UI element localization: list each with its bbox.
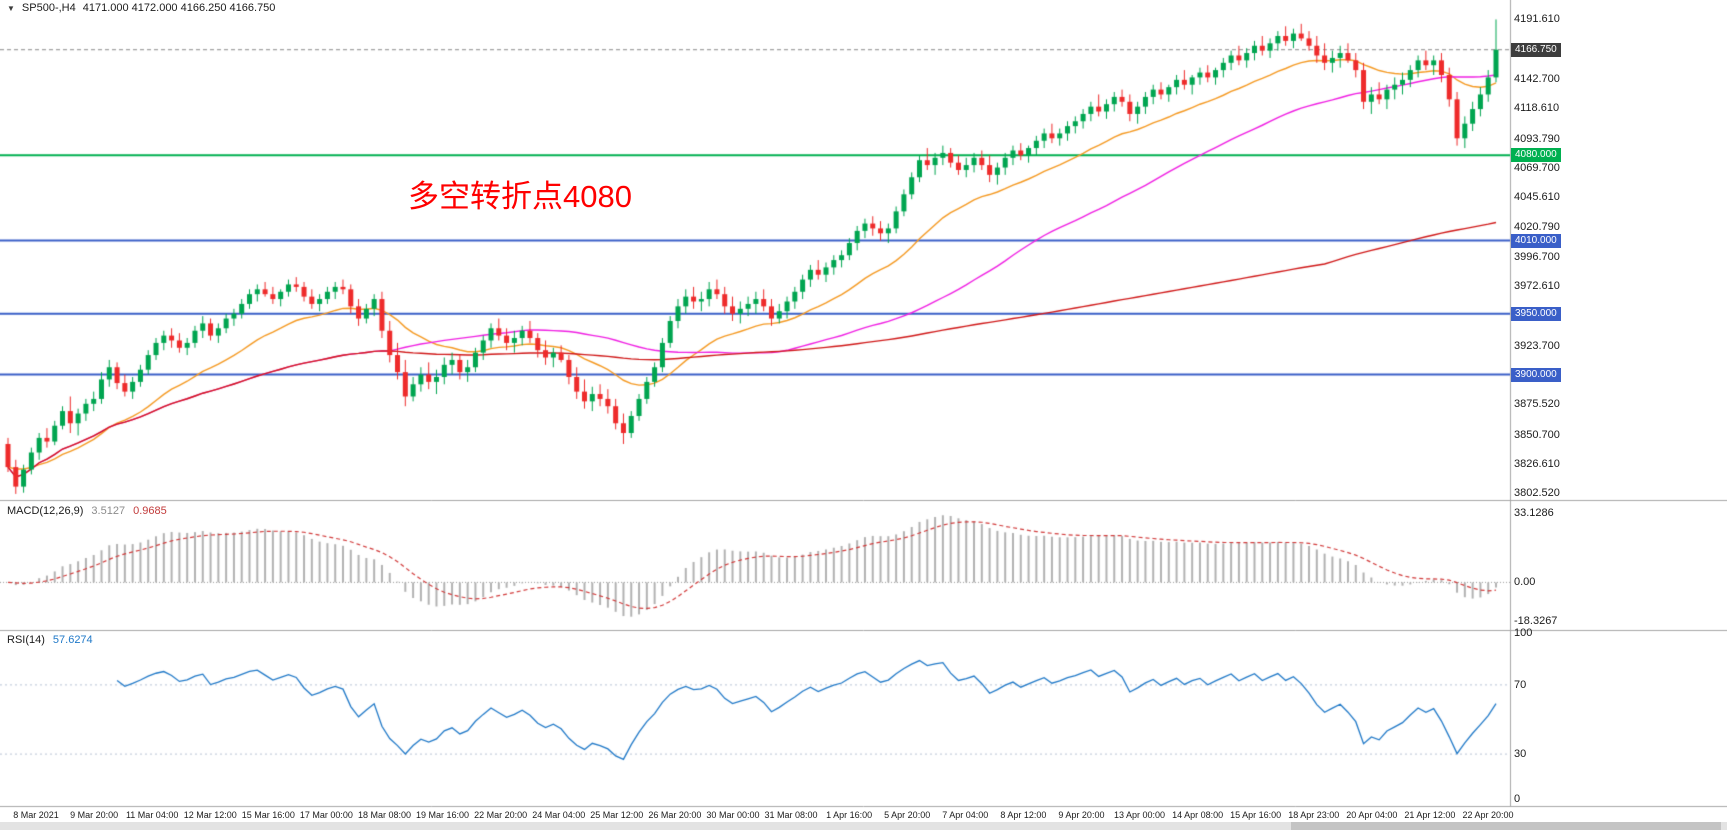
time-axis-label: 8 Mar 2021 [13, 810, 59, 820]
current-price-badge: 4166.750 [1511, 42, 1561, 57]
time-axis-label: 15 Apr 16:00 [1230, 810, 1282, 820]
time-axis-label: 19 Mar 16:00 [416, 810, 470, 820]
ohlc-values: 4171.000 4172.000 4166.250 4166.750 [82, 2, 276, 14]
chart-shift-icon: ▼ [7, 3, 15, 13]
time-axis-label: 26 Mar 20:00 [648, 810, 702, 820]
macd-axis-label: 0.00 [1514, 576, 1536, 589]
time-axis-label: 22 Mar 20:00 [474, 810, 528, 820]
price-tick-label: 4020.790 [1514, 221, 1560, 234]
time-axis-label: 30 Mar 00:00 [706, 810, 760, 820]
price-tick-label: 4045.610 [1514, 191, 1560, 204]
macd-indicator-label: MACD(12,26,9) 3.5127 0.9685 [7, 505, 167, 517]
time-axis-label: 5 Apr 20:00 [884, 810, 931, 820]
price-tick-label: 3850.700 [1514, 428, 1560, 441]
price-tick-label: 3972.610 [1514, 280, 1560, 293]
rsi-axis-label: 30 [1514, 748, 1527, 761]
price-tick-label: 3996.700 [1514, 250, 1560, 263]
symbol-timeframe-label: SP500-,H4 [21, 2, 76, 14]
price-tick-label: 3826.610 [1514, 457, 1560, 470]
macd-value-main: 3.5127 [91, 505, 126, 517]
rsi-indicator-label: RSI(14) 57.6274 [7, 634, 93, 646]
time-axis-label: 18 Mar 08:00 [357, 810, 411, 820]
price-tick-label: 4069.700 [1514, 161, 1560, 174]
price-tick-label: 3802.520 [1514, 487, 1560, 500]
time-axis-label: 1 Apr 16:00 [826, 810, 873, 820]
time-axis-label: 20 Apr 04:00 [1346, 810, 1398, 820]
time-axis-label: 31 Mar 08:00 [764, 810, 818, 820]
hline-price-badge: 4080.000 [1511, 148, 1561, 163]
time-axis-label: 9 Mar 20:00 [70, 810, 119, 820]
hline-price-badge: 3900.000 [1511, 367, 1561, 382]
time-axis-label: 22 Apr 20:00 [1462, 810, 1514, 820]
hline-price-badge: 3950.000 [1511, 306, 1561, 321]
time-axis-label: 9 Apr 20:00 [1058, 810, 1105, 820]
time-axis-label: 25 Mar 12:00 [590, 810, 644, 820]
price-tick-label: 4093.790 [1514, 132, 1560, 145]
hline-price-badge: 4010.000 [1511, 233, 1561, 248]
time-axis-label: 15 Mar 16:00 [241, 810, 295, 820]
price-tick-label: 3875.520 [1514, 398, 1560, 411]
time-axis-label: 13 Apr 00:00 [1113, 810, 1166, 820]
price-tick-label: 4142.700 [1514, 72, 1560, 85]
symbol-info: ▼ SP500-,H4 4171.000 4172.000 4166.250 4… [7, 2, 275, 14]
chart-annotation: 多空转折点4080 [408, 179, 632, 214]
time-axis-label: 12 Mar 12:00 [183, 810, 237, 820]
horizontal-scrollbar[interactable] [0, 822, 1727, 830]
time-axis-label: 7 Apr 04:00 [942, 810, 989, 820]
price-tick-label: 4191.610 [1514, 13, 1560, 26]
time-axis-label: 11 Mar 04:00 [125, 810, 179, 820]
time-axis-label: 17 Mar 00:00 [299, 810, 353, 820]
time-axis-label: 18 Apr 23:00 [1288, 810, 1340, 820]
macd-axis-label: 33.1286 [1514, 506, 1554, 519]
time-axis-label: 8 Apr 12:00 [1000, 810, 1047, 820]
rsi-axis-label: 100 [1514, 627, 1533, 639]
price-tick-label: 3923.700 [1514, 339, 1560, 352]
macd-value-signal: 0.9685 [133, 505, 167, 517]
rsi-name: RSI(14) [7, 634, 45, 646]
time-axis-label: 14 Apr 08:00 [1172, 810, 1224, 820]
time-axis-label: 21 Apr 12:00 [1404, 810, 1456, 820]
macd-axis-label: -18.3267 [1514, 614, 1558, 627]
rsi-value: 57.6274 [52, 634, 93, 646]
time-axis-label: 24 Mar 04:00 [532, 810, 586, 820]
price-tick-label: 4118.610 [1514, 102, 1560, 115]
scrollbar-handle[interactable] [1291, 822, 1721, 830]
macd-name: MACD(12,26,9) [7, 505, 84, 517]
rsi-axis-label: 70 [1514, 678, 1527, 691]
rsi-axis-label: 0 [1514, 793, 1521, 805]
